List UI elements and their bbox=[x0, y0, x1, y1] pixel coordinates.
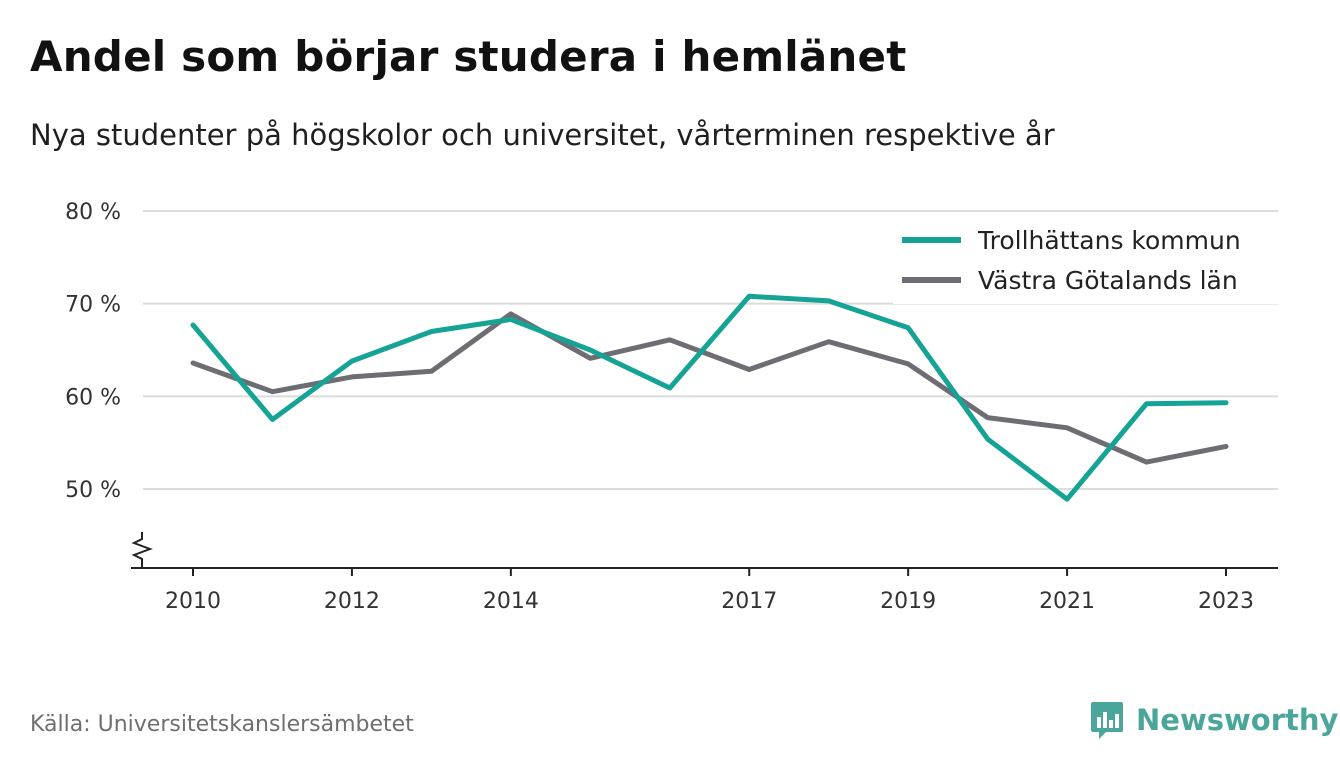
series-line-trollhattan bbox=[190, 293, 1229, 502]
legend-label: Trollhättans kommun bbox=[977, 226, 1241, 255]
source-note: Källa: Universitetskanslersämbetet bbox=[30, 712, 414, 737]
bar-chart-speech-bubble-icon bbox=[1091, 702, 1123, 739]
legend-background bbox=[893, 218, 1278, 304]
x-tick-label: 2014 bbox=[483, 589, 539, 614]
brand-name: Newsworthy bbox=[1136, 703, 1339, 737]
series-line-vastra-gotaland bbox=[190, 311, 1229, 465]
x-tick-label: 2012 bbox=[324, 589, 380, 614]
line-chart: 80 % 70 % 60 % 50 % 2010 2012 2014 2017 2019 2021… bbox=[65, 200, 1278, 614]
x-tick-label: 2019 bbox=[880, 589, 936, 614]
x-tick-label: 2010 bbox=[165, 589, 221, 614]
y-tick-label: 70 % bbox=[65, 293, 121, 318]
legend: Trollhättans kommun Västra Götalands län bbox=[893, 218, 1278, 304]
chart-subtitle: Nya studenter på högskolor och universit… bbox=[30, 118, 1055, 152]
x-tick-label: 2021 bbox=[1039, 589, 1095, 614]
axes: 80 % 70 % 60 % 50 % 2010 2012 2014 2017 2019 2021… bbox=[65, 200, 1278, 614]
x-tick-label: 2023 bbox=[1198, 589, 1254, 614]
y-tick-label: 50 % bbox=[65, 478, 121, 503]
axis-break-marker bbox=[131, 532, 153, 568]
y-tick-label: 80 % bbox=[65, 200, 121, 225]
legend-label: Västra Götalands län bbox=[978, 266, 1238, 295]
y-tick-label: 60 % bbox=[65, 385, 121, 410]
brand-logo[interactable]: Newsworthy bbox=[1090, 698, 1338, 742]
x-tick-label: 2017 bbox=[721, 589, 777, 614]
series-lines bbox=[190, 293, 1229, 502]
chart-title: Andel som börjar studera i hemlänet bbox=[30, 32, 907, 81]
